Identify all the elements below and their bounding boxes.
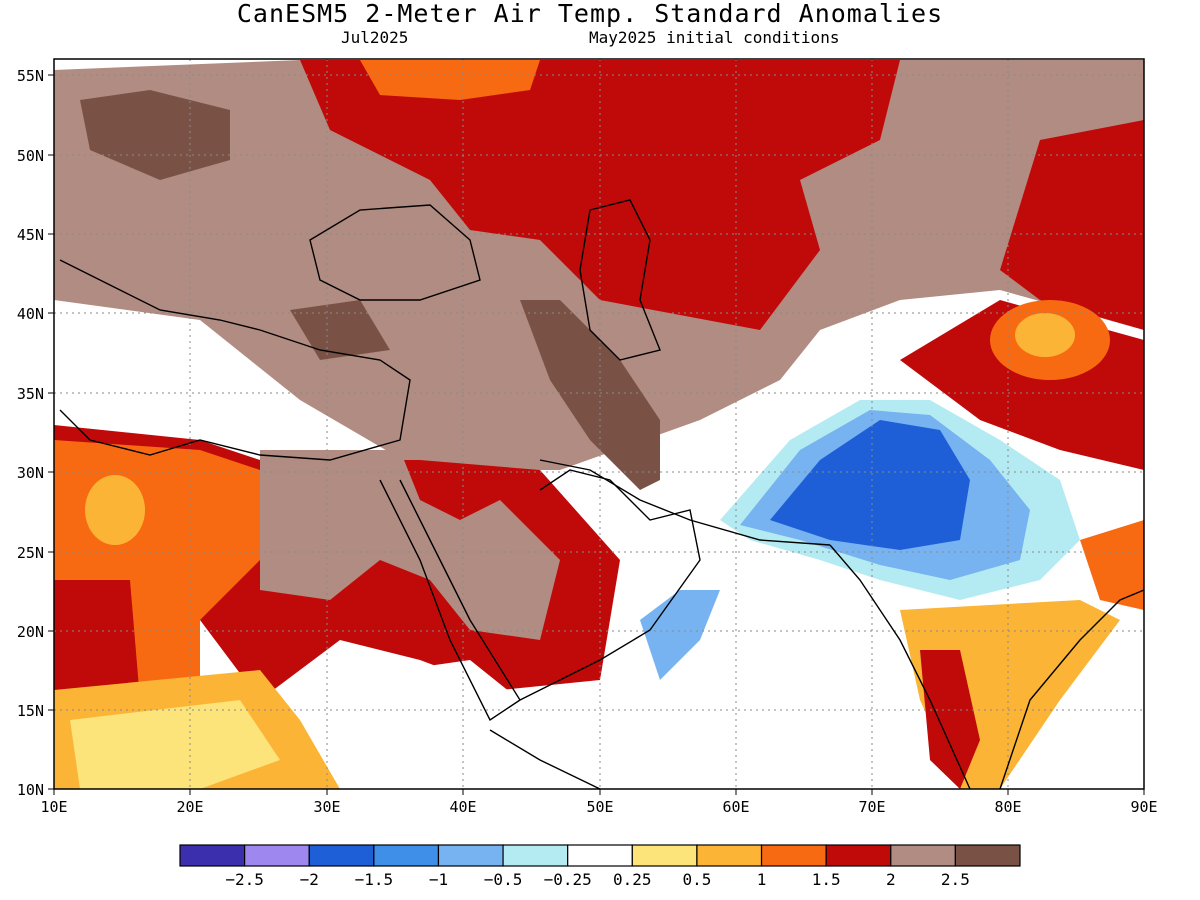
initial-conditions-label: May2025 initial conditions bbox=[589, 28, 840, 47]
colorbar-swatch bbox=[373, 844, 440, 867]
colorbar-label: 2 bbox=[886, 870, 896, 889]
lon-tick-label: 20E bbox=[176, 798, 203, 816]
colorbar-label: −2.5 bbox=[225, 870, 264, 889]
colorbar-label: 2.5 bbox=[941, 870, 970, 889]
colorbar-label: −1.5 bbox=[355, 870, 394, 889]
grid-lines bbox=[54, 59, 1144, 789]
coastline-arabia bbox=[519, 469, 701, 701]
field-region-iran-dark bbox=[520, 300, 660, 490]
field-region-horn-white bbox=[380, 660, 520, 789]
colorbar-swatch bbox=[890, 844, 956, 867]
colorbar-label: −0.5 bbox=[484, 870, 523, 889]
lon-tick-label: 30E bbox=[313, 798, 340, 816]
map-title: CanESM5 2-Meter Air Temp. Standard Anoma… bbox=[236, 0, 944, 28]
field-region-china-red bbox=[1000, 120, 1144, 330]
colorbar-swatch bbox=[631, 844, 698, 867]
lat-tick-label: 45N bbox=[17, 226, 44, 244]
lat-tick-label: 40N bbox=[17, 305, 44, 323]
colorbar-swatch bbox=[437, 844, 504, 867]
colorbar-swatch bbox=[825, 844, 892, 867]
lat-tick-label: 15N bbox=[17, 702, 44, 720]
colorbar-swatch bbox=[179, 844, 246, 867]
colorbar-label: 1 bbox=[757, 870, 767, 889]
colorbar-swatch bbox=[954, 844, 1021, 867]
lon-tick-labels: 10E 20E 30E 40E 50E 60E 70E 80E 90E bbox=[40, 798, 1157, 816]
field-region-russia-red bbox=[300, 60, 900, 330]
lon-tick-label: 50E bbox=[586, 798, 613, 816]
lat-tick-label: 50N bbox=[17, 147, 44, 165]
coastline-caspian bbox=[579, 199, 661, 361]
lat-tick-label: 20N bbox=[17, 623, 44, 641]
field-region-oman-blue bbox=[640, 590, 720, 680]
colorbar-label: −1 bbox=[429, 870, 448, 889]
coastline-persian-gulf bbox=[539, 459, 831, 546]
lat-tick-label: 10N bbox=[17, 781, 44, 799]
colorbar-label: −2 bbox=[300, 870, 319, 889]
colorbar bbox=[179, 844, 1021, 867]
coastline-black-sea bbox=[309, 204, 481, 301]
field-region-balkans-dark bbox=[290, 300, 390, 360]
field-region-eeurope-dark bbox=[80, 90, 230, 180]
lat-tick-label: 25N bbox=[17, 544, 44, 562]
lon-tick-label: 80E bbox=[994, 798, 1021, 816]
lat-tick-label: 35N bbox=[17, 385, 44, 403]
lat-tick-labels: 10N 15N 20N 25N 30N 35N 40N 45N 50N 55N bbox=[17, 67, 44, 799]
coastlines bbox=[59, 199, 1144, 789]
field-region-bengal-orange bbox=[1080, 520, 1144, 610]
field-region-sahel-red bbox=[54, 580, 140, 700]
lat-tick-label: 55N bbox=[17, 67, 44, 85]
field-region-russia-orange bbox=[360, 60, 540, 100]
lon-tick-label: 10E bbox=[40, 798, 67, 816]
lon-tick-label: 70E bbox=[858, 798, 885, 816]
colorbar-label: 1.5 bbox=[812, 870, 841, 889]
colorbar-label: 0.5 bbox=[682, 870, 711, 889]
anomaly-field bbox=[54, 59, 1144, 789]
field-region-pakistan-blue bbox=[770, 420, 970, 550]
field-region-libya-yellow bbox=[85, 475, 145, 545]
lon-tick-label: 90E bbox=[1130, 798, 1157, 816]
lat-tick-label: 30N bbox=[17, 464, 44, 482]
target-month-label: Jul2025 bbox=[341, 28, 409, 47]
colorbar-swatch bbox=[502, 844, 569, 867]
colorbar-label: 0.25 bbox=[613, 870, 652, 889]
field-region-arabia-brown bbox=[260, 450, 560, 640]
colorbar-labels: −2.5 −2 −1.5 −1 −0.5 −0.25 0.25 0.5 1 1.5 2 2.5 bbox=[225, 870, 969, 889]
colorbar-swatch bbox=[308, 844, 375, 867]
lon-tick-label: 40E bbox=[449, 798, 476, 816]
tick-marks bbox=[48, 74, 1145, 795]
coastline-india bbox=[829, 544, 1144, 789]
colorbar-swatch bbox=[244, 844, 310, 867]
coastline-red-sea bbox=[379, 479, 521, 722]
lon-tick-label: 60E bbox=[722, 798, 749, 816]
colorbar-label: −0.25 bbox=[544, 870, 592, 889]
field-region-india-red bbox=[920, 650, 980, 789]
plot-frame bbox=[53, 58, 1145, 790]
coastline-mediterranean bbox=[59, 259, 411, 461]
colorbar-swatch bbox=[696, 844, 763, 867]
coastline-horn-africa bbox=[489, 729, 601, 789]
field-region-sahel-lightyellow bbox=[70, 700, 280, 789]
colorbar-swatch bbox=[760, 844, 827, 867]
colorbar-swatch bbox=[567, 844, 633, 867]
field-region-tibet-yellow bbox=[1015, 313, 1075, 357]
